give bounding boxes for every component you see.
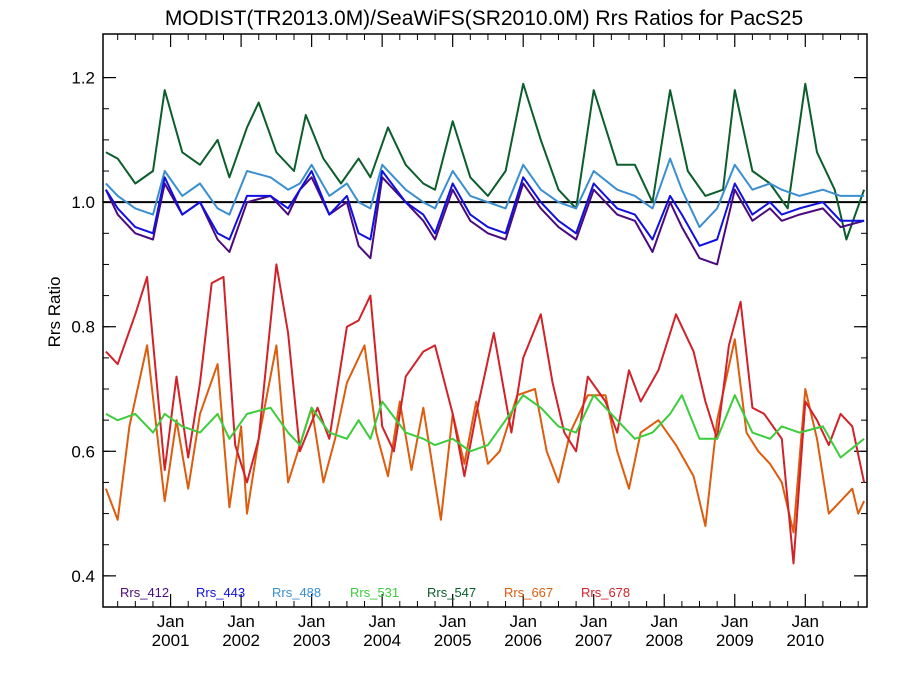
x-tick-year-label: 2010 (786, 631, 824, 650)
legend-item-rrs-531: Rrs_531 (350, 585, 399, 600)
x-tick-month-label: Jan (651, 612, 678, 631)
x-tick-year-label: 2007 (575, 631, 613, 650)
y-tick-label: 1.0 (71, 193, 95, 212)
x-tick-year-label: 2002 (222, 631, 260, 650)
series-line-rrs-531 (105, 394, 865, 459)
x-tick-month-label: Jan (368, 612, 395, 631)
series-line-rrs-547 (105, 82, 866, 241)
x-tick-year-label: 2003 (293, 631, 331, 650)
plot-area: 0.40.60.81.01.2Jan2001Jan2002Jan2003Jan2… (71, 33, 868, 650)
x-tick-year-label: 2006 (504, 631, 542, 650)
x-tick-year-label: 2001 (152, 631, 190, 650)
x-tick-month-label: Jan (792, 612, 819, 631)
y-axis-label: Rrs Ratio (45, 277, 64, 348)
x-tick-year-label: 2005 (434, 631, 472, 650)
legend-item-rrs-443: Rrs_443 (196, 585, 245, 600)
x-tick-year-label: 2009 (716, 631, 754, 650)
x-tick-year-label: 2004 (363, 631, 401, 650)
series-line-rrs-667 (104, 338, 866, 534)
x-tick-month-label: Jan (721, 612, 748, 631)
legend-item-rrs-678: Rrs_678 (581, 585, 630, 600)
x-tick-year-label: 2008 (645, 631, 683, 650)
chart-title: MODIST(TR2013.0M)/SeaWiFS(SR2010.0M) Rrs… (165, 7, 803, 30)
legend-item-rrs-412: Rrs_412 (120, 585, 169, 600)
x-tick-month-label: Jan (509, 612, 536, 631)
x-tick-month-label: Jan (157, 612, 184, 631)
x-tick-month-label: Jan (580, 612, 607, 631)
legend-item-rrs-547: Rrs_547 (427, 585, 476, 600)
y-tick-label: 0.8 (71, 318, 95, 337)
series-line-rrs-412 (104, 176, 865, 266)
x-tick-month-label: Jan (227, 612, 254, 631)
y-tick-label: 0.4 (71, 567, 95, 586)
legend-item-rrs-667: Rrs_667 (504, 585, 553, 600)
y-tick-label: 1.2 (71, 69, 95, 88)
legend-item-rrs-488: Rrs_488 (272, 585, 321, 600)
plot-frame (102, 33, 868, 608)
series-line-rrs-443 (105, 170, 865, 247)
series-line-rrs-678 (105, 263, 866, 565)
x-tick-month-label: Jan (298, 612, 325, 631)
series-line-rrs-488 (105, 157, 865, 229)
y-tick-label: 0.6 (71, 442, 95, 461)
x-tick-month-label: Jan (439, 612, 466, 631)
